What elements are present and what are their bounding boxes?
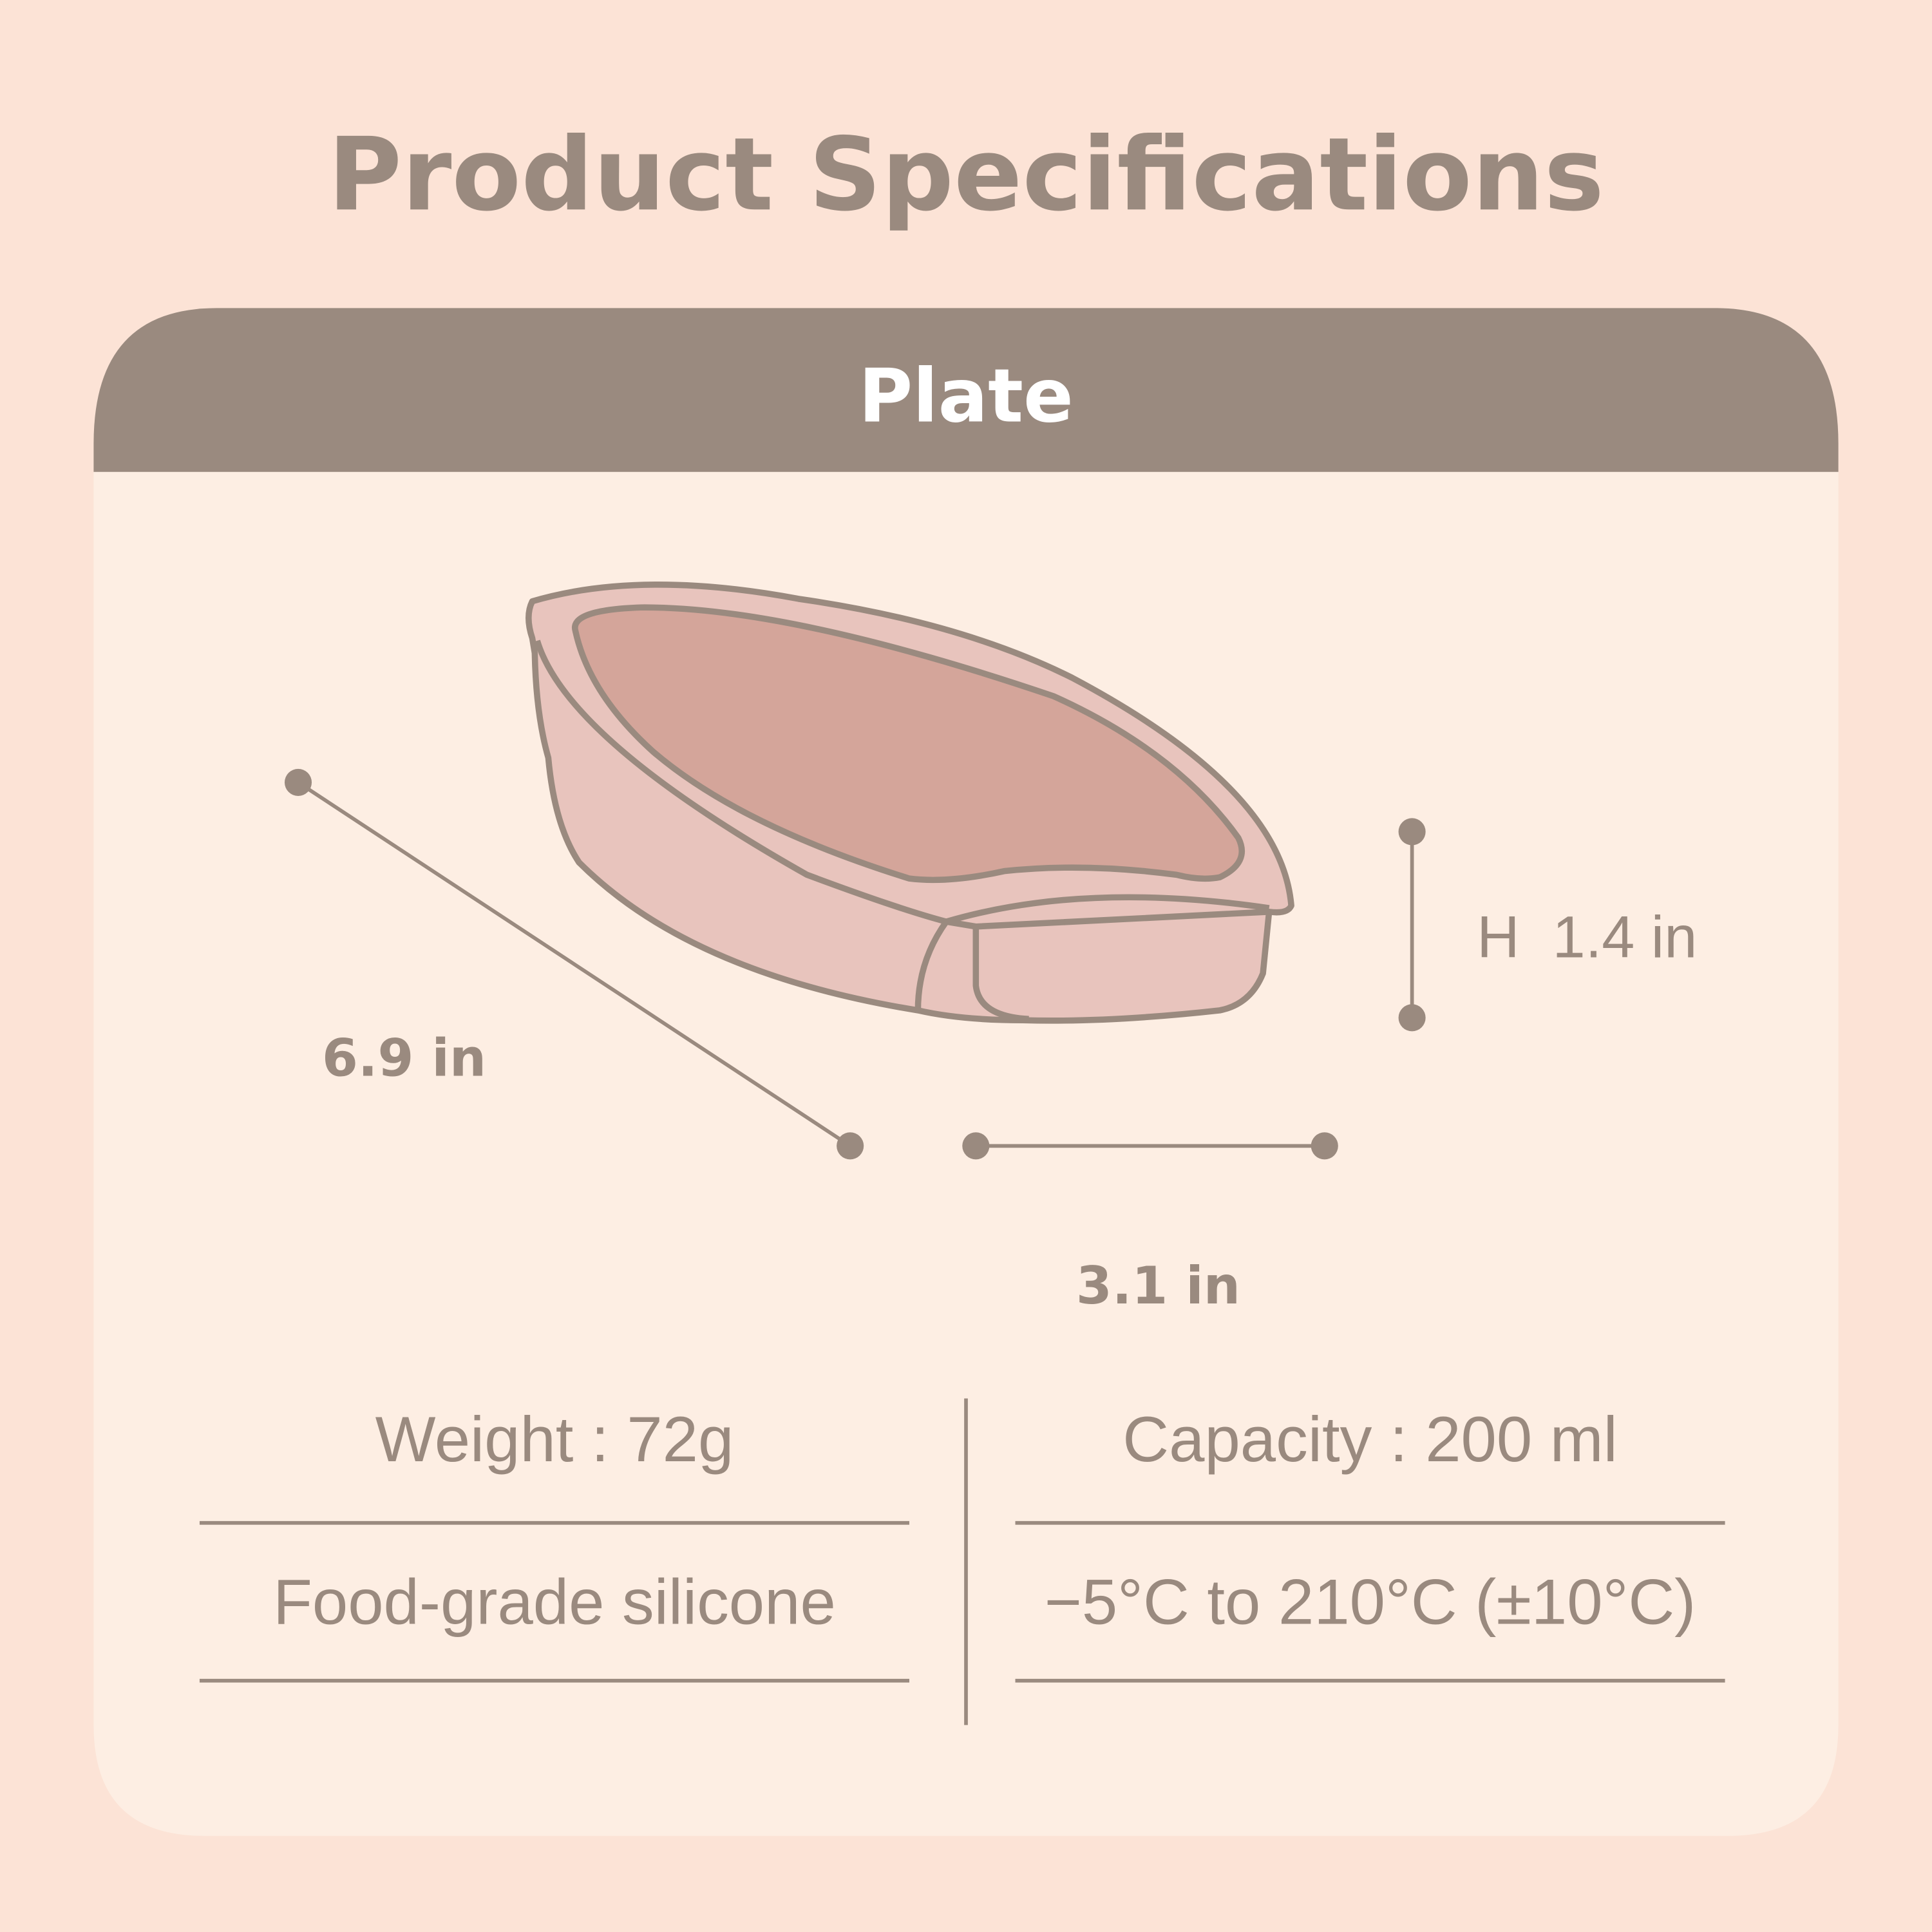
specs-grid: Weight : 72g Capacity : 200 ml Food-grad… [199,1398,1725,1725]
card-header-title: Plate [858,353,1074,439]
capacity-value: Capacity : 200 ml [1122,1404,1617,1475]
material-value: Food-grade silicone [273,1567,836,1638]
width-label: 3.1 in [1076,1255,1240,1316]
dimension-length [284,768,864,1160]
length-label: 6.9 in [322,1027,486,1088]
page-title: Product Specifications [328,115,1604,233]
dimension-dot [1311,1132,1338,1160]
weight-value: Weight : 72g [375,1404,734,1475]
spec-card: Plate [93,308,1839,1836]
dimension-dot [1398,1004,1426,1032]
dimension-dot [962,1132,990,1160]
card-body [93,308,1839,1836]
dimension-dot [1398,818,1426,846]
dimension-dot [284,768,312,796]
dimension-width [962,1132,1338,1160]
temperature-value: −5°C to 210°C (±10°C) [1045,1567,1696,1638]
height-label: H 1.4 in [1477,905,1697,971]
card-header [93,308,1839,472]
dimension-height [1398,818,1426,1032]
plate-illustration [526,582,1294,1024]
dimension-dot [837,1132,864,1160]
